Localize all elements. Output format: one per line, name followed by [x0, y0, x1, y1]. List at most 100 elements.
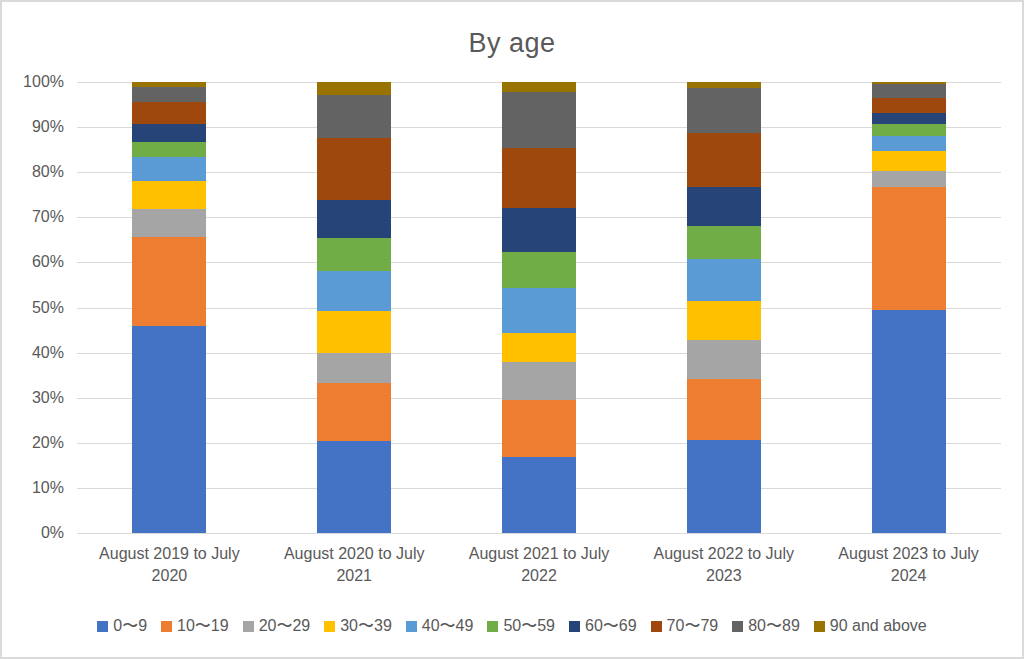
legend-label: 30〜39	[340, 616, 392, 637]
x-axis-category-label: August 2022 to July 2023	[642, 543, 806, 587]
legend-swatch-icon	[324, 621, 335, 632]
legend-swatch-icon	[161, 621, 172, 632]
bar-segment	[687, 133, 761, 186]
bar-segment	[502, 148, 576, 208]
legend-item: 20〜29	[243, 616, 311, 637]
bar-segment	[132, 102, 206, 124]
legend-swatch-icon	[732, 621, 743, 632]
bar-segment	[687, 440, 761, 533]
legend-swatch-icon	[651, 621, 662, 632]
legend-label: 20〜29	[259, 616, 311, 637]
bar-segment	[132, 209, 206, 237]
legend-item: 10〜19	[161, 616, 229, 637]
bar-segment	[872, 136, 946, 151]
y-axis: 100%90%80%70%60%50%40%30%20%10%0%	[2, 82, 68, 533]
bar-segment	[317, 271, 391, 310]
stacked-bar	[317, 82, 391, 533]
legend-swatch-icon	[406, 621, 417, 632]
legend-item: 30〜39	[324, 616, 392, 637]
legend-label: 10〜19	[177, 616, 229, 637]
bar-segment	[317, 311, 391, 353]
bar-segment	[687, 259, 761, 301]
stacked-bar	[502, 82, 576, 533]
bar-segment	[132, 124, 206, 142]
bar-segment	[317, 200, 391, 238]
bar-segment	[872, 310, 946, 533]
bar-segment	[502, 288, 576, 334]
bar-segment	[872, 84, 946, 98]
bar-segment	[132, 157, 206, 180]
plot-area	[77, 82, 1001, 533]
chart-title: By age	[2, 28, 1022, 59]
y-axis-tick-label: 10%	[2, 478, 64, 498]
bar-segment	[502, 92, 576, 148]
bar-segment	[317, 95, 391, 138]
legend-label: 70〜79	[667, 616, 719, 637]
bar-segment	[502, 333, 576, 362]
bar-segment	[132, 87, 206, 103]
y-axis-tick-label: 70%	[2, 207, 64, 227]
x-axis-category-label: August 2023 to July 2024	[827, 543, 991, 587]
bar-segment	[872, 171, 946, 187]
legend-label: 40〜49	[422, 616, 474, 637]
bar-segment	[317, 138, 391, 200]
y-axis-tick-label: 40%	[2, 343, 64, 363]
legend-item: 40〜49	[406, 616, 474, 637]
bar-segment	[687, 301, 761, 340]
x-axis: August 2019 to July 2020August 2020 to J…	[77, 543, 1001, 595]
stacked-bar	[687, 82, 761, 533]
bar-segment	[872, 151, 946, 171]
bar-segment	[502, 457, 576, 533]
y-axis-tick-label: 60%	[2, 252, 64, 272]
legend-label: 0〜9	[113, 616, 147, 637]
stacked-bar	[872, 82, 946, 533]
bar-segment	[872, 113, 946, 124]
bar-segment	[687, 226, 761, 259]
x-axis-category-label: August 2019 to July 2020	[87, 543, 251, 587]
legend-label: 80〜89	[748, 616, 800, 637]
legend-item: 80〜89	[732, 616, 800, 637]
bar-segment	[872, 124, 946, 136]
legend-swatch-icon	[814, 621, 825, 632]
bar-segment	[132, 326, 206, 533]
legend-swatch-icon	[487, 621, 498, 632]
bar-segment	[132, 142, 206, 157]
chart-frame: By age 100% 90% 80% 70% 60% 50% 40% 30% 20% 10% 0%…	[0, 0, 1024, 659]
legend-item: 50〜59	[487, 616, 555, 637]
bar-segment	[502, 362, 576, 399]
bar-segment	[132, 237, 206, 326]
y-axis-tick-label: 20%	[2, 433, 64, 453]
bar-segment	[317, 82, 391, 95]
bar-segment	[687, 187, 761, 226]
gridline	[77, 533, 1001, 534]
legend-label: 60〜69	[585, 616, 637, 637]
bar-segment	[687, 340, 761, 379]
y-axis-tick-label: 80%	[2, 162, 64, 182]
bar-segment	[872, 98, 946, 112]
bar-segment	[317, 238, 391, 271]
legend: 0〜9 10〜19 20〜29 30〜39 40〜49 50〜59 60〜69 70〜79 80…	[2, 615, 1022, 637]
legend-item: 70〜79	[651, 616, 719, 637]
legend-label: 90 and above	[830, 617, 927, 635]
legend-swatch-icon	[569, 621, 580, 632]
bar-segment	[687, 88, 761, 134]
bar-segment	[317, 441, 391, 533]
legend-item: 90 and above	[814, 617, 927, 635]
legend-swatch-icon	[97, 621, 108, 632]
y-axis-tick-label: 90%	[2, 117, 64, 137]
bar-segment	[502, 252, 576, 288]
bar-segment	[132, 181, 206, 209]
bar-segment	[502, 82, 576, 92]
bar-segment	[502, 400, 576, 457]
x-axis-category-label: August 2021 to July 2022	[457, 543, 621, 587]
bar-segment	[317, 383, 391, 441]
y-axis-tick-label: 50%	[2, 298, 64, 318]
legend-label: 50〜59	[503, 616, 555, 637]
y-axis-tick-label: 30%	[2, 388, 64, 408]
legend-item: 0〜9	[97, 616, 147, 637]
bar-segment	[687, 379, 761, 440]
y-axis-tick-label: 0%	[2, 523, 64, 543]
y-axis-tick-label: 100%	[2, 72, 64, 92]
bar-segment	[872, 187, 946, 311]
stacked-bar	[132, 82, 206, 533]
